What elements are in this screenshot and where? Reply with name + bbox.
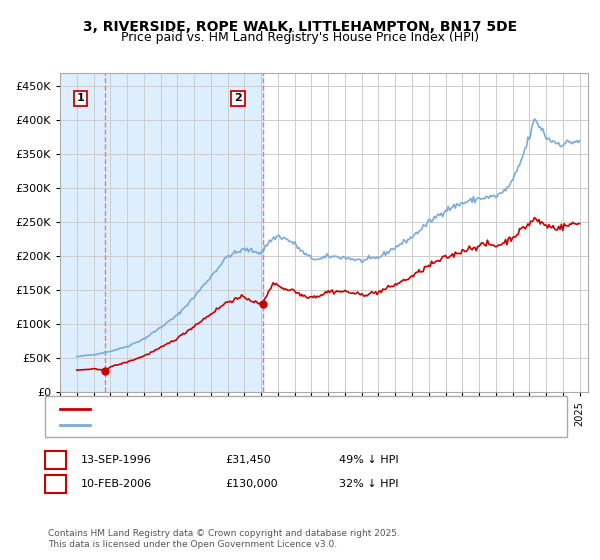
Text: £31,450: £31,450 — [225, 455, 271, 465]
Text: HPI: Average price, semi-detached house, Arun: HPI: Average price, semi-detached house,… — [96, 421, 327, 430]
Text: 2: 2 — [52, 479, 59, 489]
Text: 2: 2 — [234, 94, 242, 104]
Text: 3, RIVERSIDE, ROPE WALK, LITTLEHAMPTON, BN17 5DE: 3, RIVERSIDE, ROPE WALK, LITTLEHAMPTON, … — [83, 20, 517, 34]
Text: 32% ↓ HPI: 32% ↓ HPI — [339, 479, 398, 489]
Text: Contains HM Land Registry data © Crown copyright and database right 2025.
This d: Contains HM Land Registry data © Crown c… — [48, 529, 400, 549]
Text: 1: 1 — [76, 94, 84, 104]
Bar — [60, 73, 106, 392]
Text: 10-FEB-2006: 10-FEB-2006 — [81, 479, 152, 489]
Text: 49% ↓ HPI: 49% ↓ HPI — [339, 455, 398, 465]
Text: 3, RIVERSIDE, ROPE WALK, LITTLEHAMPTON, BN17 5DE (semi-detached house): 3, RIVERSIDE, ROPE WALK, LITTLEHAMPTON, … — [96, 404, 483, 414]
Text: £130,000: £130,000 — [225, 479, 278, 489]
Text: 13-SEP-1996: 13-SEP-1996 — [81, 455, 152, 465]
Text: Price paid vs. HM Land Registry's House Price Index (HPI): Price paid vs. HM Land Registry's House … — [121, 31, 479, 44]
Text: 1: 1 — [52, 455, 59, 465]
Bar — [106, 73, 263, 392]
